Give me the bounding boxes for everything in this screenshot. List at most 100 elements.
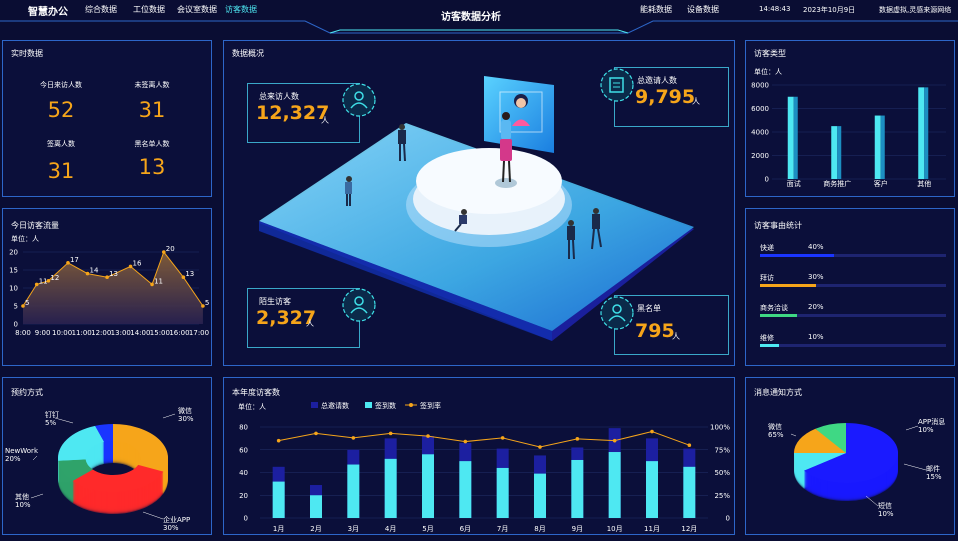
- notify-percent: 15%: [926, 473, 942, 481]
- year-x-tick: 10月: [607, 525, 623, 533]
- kpi-value-not-left: 31: [138, 98, 166, 122]
- flow-x-tick: 9:00: [35, 329, 51, 337]
- visitor-figure-3: [454, 209, 467, 232]
- type-y-tick: 4000: [751, 129, 769, 137]
- isometric-scene: [259, 76, 694, 341]
- type-y-tick: 2000: [751, 152, 769, 160]
- year-bar-signed: [646, 461, 658, 518]
- notify-label: 短信: [878, 501, 892, 510]
- reason-track: [760, 284, 946, 287]
- type-y-tick: 6000: [751, 105, 769, 113]
- card-blacklist-unit: 人: [672, 332, 680, 341]
- year-rate-point: [426, 434, 430, 438]
- type-bar-side: [924, 87, 929, 179]
- year-bar-signed: [571, 459, 584, 518]
- year-rate-point: [388, 431, 393, 436]
- booking-percent: 30%: [163, 524, 179, 532]
- flow-x-tick: 12:00: [91, 329, 111, 337]
- year-bar-signed: [459, 461, 472, 518]
- year-rate-line: [278, 431, 690, 448]
- flow-data-label: 11: [39, 277, 48, 285]
- notify-slice: [815, 423, 846, 453]
- nav-tab-visitor[interactable]: 访客数据: [225, 5, 257, 14]
- notify-slice: [803, 423, 898, 483]
- nav-tab-workstation[interactable]: 工位数据: [133, 5, 165, 14]
- visitor-figure-5: [591, 208, 602, 250]
- realtime-title: 实时数据: [11, 49, 43, 58]
- year-rate-point: [463, 439, 468, 444]
- user-circle-icon: [342, 83, 376, 117]
- card-strangers-label: 陌生访客: [259, 297, 291, 306]
- booking-percent: 30%: [178, 415, 194, 423]
- reason-fill: [760, 314, 798, 317]
- flow-point: [46, 279, 51, 283]
- reason-fill: [760, 344, 779, 347]
- clock-time: 14:48:43: [759, 5, 791, 13]
- type-bar-side: [837, 126, 842, 179]
- legend-total-label: 总邀请数: [321, 401, 349, 410]
- visitor-figure-1: [398, 124, 406, 162]
- presenter-figure: [495, 112, 517, 188]
- year-bar-signed: [272, 481, 285, 518]
- booking-leader: [162, 413, 176, 419]
- brand-title: 智慧办公: [28, 7, 68, 18]
- flow-title: 今日访客流量: [11, 221, 59, 230]
- nav-tab-energy[interactable]: 能耗数据: [640, 5, 672, 14]
- year-x-tick: 7月: [497, 525, 508, 533]
- invite-card-icon: [600, 68, 634, 102]
- year-y-tick: 0: [244, 515, 248, 523]
- year-rate-point: [314, 431, 318, 436]
- flow-point: [85, 271, 90, 276]
- booking-percent: 20%: [5, 455, 21, 463]
- year-bar-signed: [422, 454, 434, 518]
- booking-leader: [54, 417, 74, 424]
- reason-fill: [760, 254, 835, 257]
- type-x-tick: 客户: [874, 179, 888, 188]
- booking-slice: [113, 424, 169, 472]
- type-x-tick: 面试: [787, 179, 801, 188]
- notify-slice: [794, 453, 846, 471]
- visitor-type-unit: 单位：人: [754, 68, 782, 76]
- reason-track: [760, 344, 946, 347]
- notify-panel: 消息通知方式 微信 65% APP消息 10% 邮件 15% 短信 10%: [745, 377, 955, 535]
- reason-track: [760, 254, 946, 257]
- booking-leader: [32, 455, 38, 461]
- card-total-visitors-label: 总来访人数: [259, 92, 299, 101]
- visitor-type-title: 访客类型: [754, 49, 786, 58]
- year-bar-signed: [534, 473, 546, 518]
- legend-signed-swatch: [365, 402, 372, 408]
- flow-x-tick: 14:00: [130, 329, 150, 337]
- realtime-panel: 实时数据 今日来访人数 52 未签离人数 31 签离人数 31 黑名单人数 13: [2, 40, 212, 197]
- flow-data-label: 17: [70, 256, 79, 264]
- year-bar-signed: [347, 464, 360, 518]
- type-bar-side: [880, 115, 885, 179]
- year-x-tick: 6月: [460, 525, 471, 533]
- visitor-figure-4: [567, 220, 575, 260]
- booking-label: 其他: [15, 492, 29, 501]
- booking-percent: 10%: [15, 501, 31, 509]
- notify-title: 消息通知方式: [754, 388, 802, 397]
- card-total-invites: 总邀请人数 9,795 人: [614, 67, 729, 127]
- card-strangers-value: 2,327: [256, 307, 317, 329]
- flow-data-label: 13: [109, 270, 118, 278]
- kpi-label-blacklist: 黑名单人数: [134, 140, 170, 148]
- overview-panel: 数据概况: [223, 40, 735, 366]
- year-x-tick: 3月: [348, 525, 359, 533]
- kpi-label-not-left: 未签离人数: [134, 81, 170, 89]
- card-blacklist: 黑名单 795 人: [614, 295, 729, 355]
- flow-point: [201, 304, 205, 308]
- nav-tab-overview[interactable]: 综合数据: [85, 5, 117, 14]
- card-total-invites-value: 9,795: [635, 86, 696, 108]
- nav-tab-meeting-room[interactable]: 会议室数据: [177, 5, 217, 14]
- nav-tab-device[interactable]: 设备数据: [687, 5, 719, 14]
- booking-slice: [58, 425, 105, 461]
- card-strangers: 陌生访客 2,327 人: [247, 288, 360, 348]
- yearly-unit: 单位：人: [238, 403, 266, 411]
- reason-title: 访客事由统计: [754, 221, 802, 230]
- clock-date: 2023年10月9日: [803, 6, 856, 14]
- flow-panel: 今日访客流量 单位：人 0 5 10 15 20 8:00 9:00 10:00 11:00 12…: [2, 208, 212, 366]
- reason-label: 维修: [760, 334, 774, 342]
- yearly-title: 本年度访客数: [232, 388, 280, 397]
- flow-area-chart: 0 5 10 15 20 8:00 9:00 10:00 11:00 12:00 13:00 14:0…: [9, 245, 209, 337]
